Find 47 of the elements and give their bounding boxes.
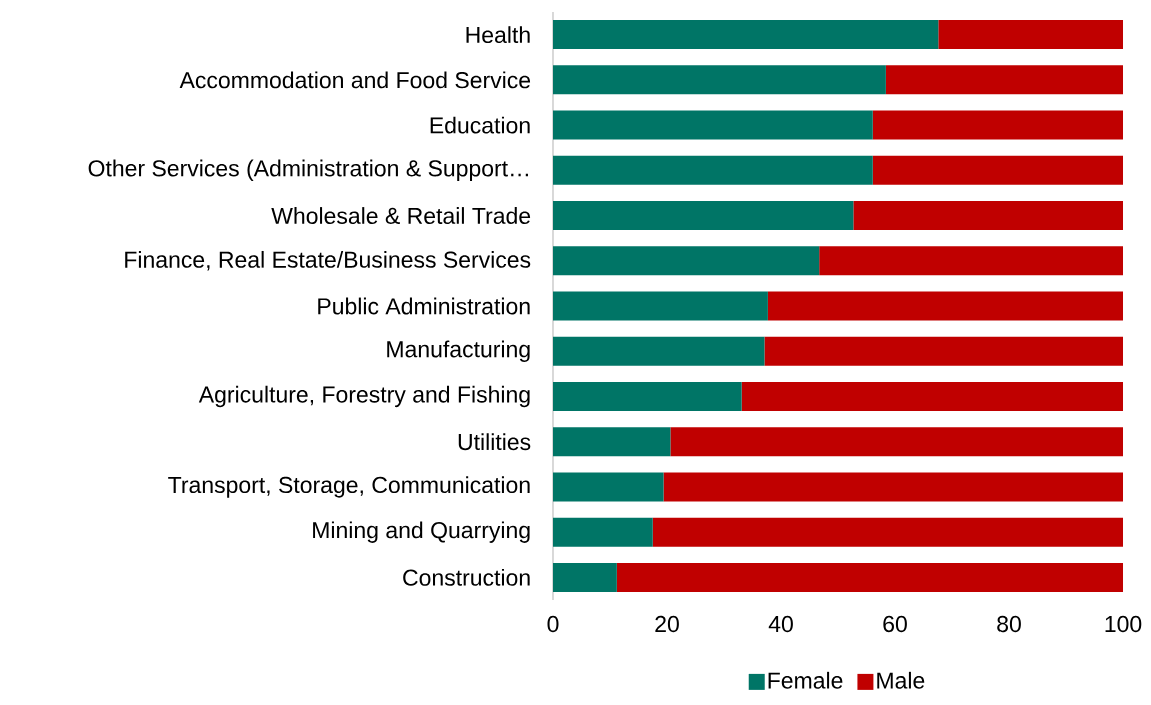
bar (553, 291, 768, 321)
bar (885, 65, 1123, 95)
bar (553, 336, 765, 366)
bar (553, 201, 854, 231)
bar (553, 381, 742, 411)
y-tick-label: Health (466, 26, 530, 44)
legend-label: Male (877, 671, 925, 689)
x-tick-label: 40 (768, 615, 793, 633)
bar (553, 65, 886, 95)
y-tick-label: Construction (403, 568, 530, 586)
y-tick-label: Accommodation and Food Service (179, 71, 531, 89)
bar (663, 472, 1123, 502)
bar (553, 517, 653, 547)
y-tick-label: Mining and Quarrying (313, 521, 530, 543)
x-tick-label: 80 (997, 615, 1021, 633)
bar (553, 155, 873, 185)
bar (616, 562, 1123, 592)
bar (553, 427, 671, 457)
x-tick-label: 60 (883, 615, 907, 633)
y-tick-label: Manufacturing (387, 340, 530, 362)
y-tick-label: Education (430, 116, 530, 134)
bar (819, 246, 1123, 276)
bar (764, 336, 1123, 366)
x-tick-label: 0 (547, 615, 559, 633)
y-tick-label: Other Services (Administration & Support… (88, 159, 528, 182)
y-tick-label: Transport, Storage, Communication (168, 476, 530, 498)
legend-label: Female (768, 671, 843, 689)
bar (553, 472, 664, 502)
y-tick-label: Finance, Real Estate/Business Services (125, 250, 531, 271)
y-tick-label: Agriculture, Forestry and Fishing (198, 385, 530, 408)
bar (553, 110, 873, 140)
x-tick-label: 20 (655, 615, 679, 633)
bar (553, 562, 617, 592)
bar (872, 110, 1123, 140)
bar (670, 427, 1123, 457)
y-tick-label: Wholesale & Retail Trade (271, 207, 531, 224)
bar (767, 291, 1123, 321)
bar (872, 155, 1123, 185)
bar (853, 201, 1123, 231)
bar (741, 381, 1123, 411)
bar (553, 246, 820, 276)
bar (938, 20, 1123, 50)
y-tick-label: Utilities (458, 433, 531, 451)
bar (652, 517, 1123, 547)
y-tick-label: Public Administration (318, 297, 530, 315)
x-tick-label: 100 (1105, 615, 1142, 633)
bar (553, 20, 939, 50)
